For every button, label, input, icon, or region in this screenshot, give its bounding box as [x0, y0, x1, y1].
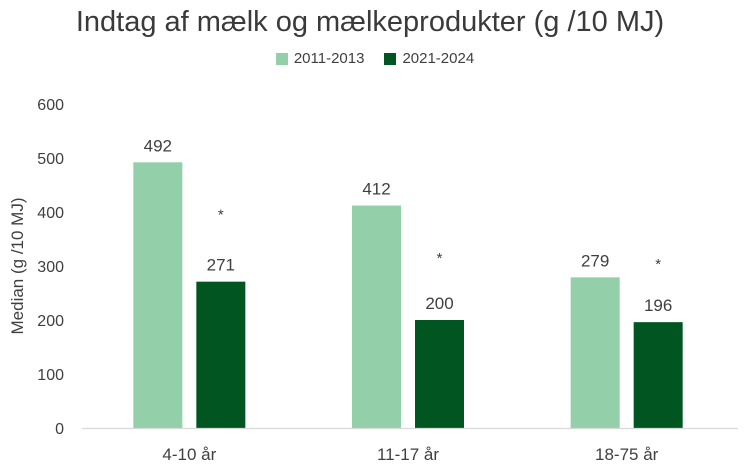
data-label: 412 — [362, 180, 390, 199]
x-tick-label: 4-10 år — [162, 445, 216, 464]
bar-series-2 — [415, 320, 464, 428]
bar-series-1 — [133, 162, 183, 428]
significance-asterisk: * — [218, 207, 224, 224]
y-axis-title: Median (g /10 MJ) — [8, 198, 27, 335]
x-tick-label: 18-75 år — [595, 445, 659, 464]
data-label: 279 — [581, 251, 609, 270]
x-tick-label: 11-17 år — [377, 445, 439, 464]
significance-asterisk: * — [655, 256, 661, 273]
legend-item-series-1: 2011-2013 — [275, 50, 365, 67]
y-tick-label: 0 — [55, 421, 64, 438]
bars: 492 271 * 412 200 * 279 196 * — [133, 136, 683, 428]
bar-series-2 — [196, 281, 246, 428]
legend: 2011-2013 2021-2024 — [0, 50, 750, 67]
y-axis-title-group: Median (g /10 MJ) — [8, 198, 27, 335]
data-label: 271 — [207, 256, 235, 275]
y-tick-label: 600 — [37, 97, 64, 114]
bar-series-2 — [633, 322, 683, 428]
data-label: 492 — [144, 136, 172, 155]
data-label: 200 — [425, 294, 453, 313]
data-label: 196 — [644, 296, 672, 315]
legend-item-series-2: 2021-2024 — [384, 50, 474, 67]
y-tick-label: 400 — [37, 205, 64, 222]
y-tick-labels: 0 100 200 300 400 500 600 — [37, 97, 64, 438]
chart-title: Indtag af mælk og mælkeprodukter (g /10 … — [75, 6, 665, 38]
y-tick-label: 200 — [37, 313, 64, 330]
y-tick-label: 100 — [37, 367, 64, 384]
y-tick-label: 500 — [37, 151, 64, 168]
legend-label-series-1: 2011-2013 — [293, 50, 365, 67]
legend-swatch-series-2 — [384, 52, 397, 65]
x-axis: 4-10 år 11-17 år 18-75 år — [82, 427, 738, 464]
legend-swatch-series-1 — [275, 52, 288, 65]
y-tick-label: 300 — [37, 259, 64, 276]
bar-series-1 — [352, 205, 401, 428]
bar-series-1 — [570, 277, 620, 428]
significance-asterisk: * — [437, 250, 443, 267]
legend-label-series-2: 2021-2024 — [402, 50, 475, 67]
